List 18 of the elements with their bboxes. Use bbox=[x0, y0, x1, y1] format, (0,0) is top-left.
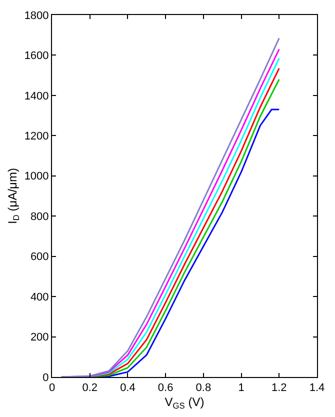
x-tick-label: 0.6 bbox=[158, 382, 174, 394]
y-tick-label: 600 bbox=[30, 251, 49, 264]
x-tick-label: 1 bbox=[238, 382, 244, 394]
x-tick-label: 1.4 bbox=[309, 382, 325, 394]
y-tick-label: 800 bbox=[30, 210, 49, 223]
y-tick-label: 0 bbox=[42, 372, 49, 384]
x-tick-label: 1.2 bbox=[271, 382, 287, 394]
y-tick-label: 200 bbox=[30, 332, 49, 344]
y-tick-label: 400 bbox=[30, 291, 49, 304]
x-tick-label: 0.4 bbox=[120, 382, 136, 394]
x-tick-label: 0.2 bbox=[82, 382, 98, 394]
y-tick-label: 1800 bbox=[24, 10, 49, 22]
x-axis-title: V$_{GS}$ (V) bbox=[164, 395, 204, 411]
y-tick-label: 1600 bbox=[24, 50, 49, 62]
x-tick-label: 0.8 bbox=[196, 382, 212, 394]
y-tick-label: 1000 bbox=[24, 170, 49, 183]
y-tick-label: 1200 bbox=[24, 130, 49, 143]
y-tick-label: 1400 bbox=[24, 90, 49, 102]
